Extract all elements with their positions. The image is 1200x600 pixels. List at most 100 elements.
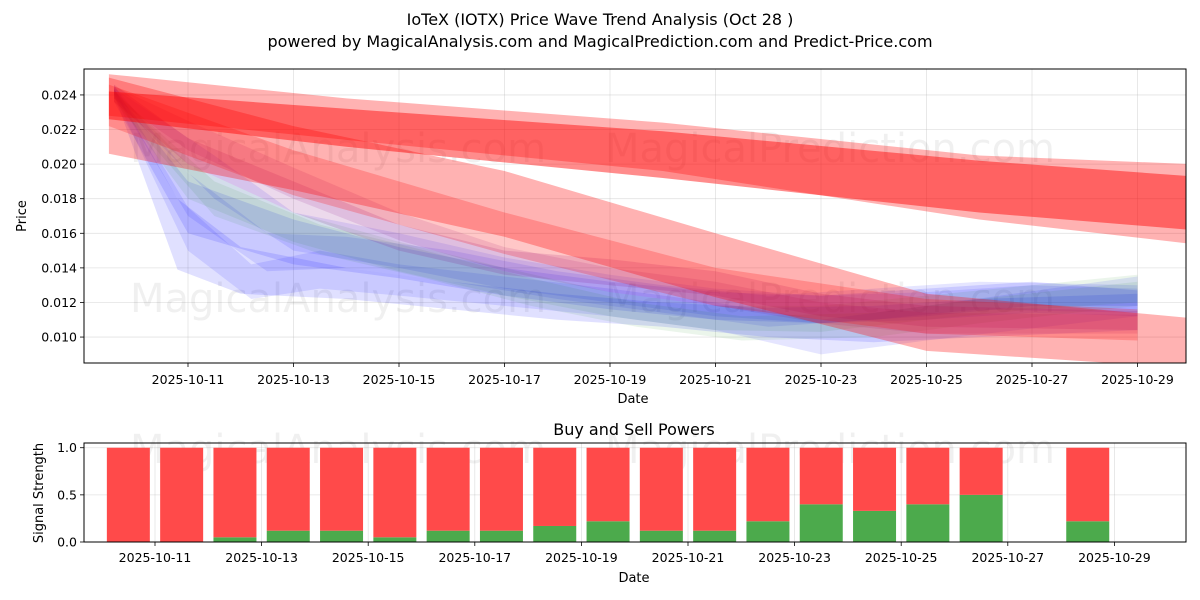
purple-band-1 [114, 84, 1138, 331]
price-y-tick-label: 0.014 [41, 260, 77, 275]
sell-bar [693, 447, 737, 531]
chart-subtitle: powered by MagicalAnalysis.com and Magic… [267, 32, 932, 51]
signal-x-tick-label: 2025-10-29 [1078, 550, 1151, 565]
sell-bar [1066, 447, 1110, 522]
buy-bar [639, 530, 683, 542]
blue-band-4 [114, 88, 1138, 324]
signal-x-tick-label: 2025-10-23 [758, 550, 831, 565]
price-y-tick-label: 0.022 [41, 122, 77, 137]
buy-bar [799, 504, 843, 542]
price-x-tick-label: 2025-10-11 [152, 372, 225, 387]
signal-x-tick-label: 2025-10-17 [438, 550, 511, 565]
sell-bar [373, 447, 417, 538]
signal-x-ticks: 2025-10-11 2025-10-13 2025-10-15 2025-10-17… [119, 542, 1151, 565]
signal-x-tick-label: 2025-10-11 [119, 550, 192, 565]
signal-title: Buy and Sell Powers [553, 420, 715, 439]
price-y-tick-label: 0.012 [41, 295, 77, 310]
red-band-lower-mid [108, 84, 1138, 341]
signal-x-tick-label: 2025-10-25 [865, 550, 938, 565]
price-x-label: Date [617, 392, 648, 407]
buy-bar [1066, 521, 1110, 542]
buy-bar [426, 530, 470, 542]
signal-plot: Buy and Sell Powers MagicalAnalysis.com … [32, 420, 1187, 586]
buy-bar [586, 521, 630, 542]
chart-title: IoTeX (IOTX) Price Wave Trend Analysis (… [407, 10, 794, 29]
price-grid [84, 69, 1186, 363]
watermark-analysis-top: MagicalAnalysis.com [130, 126, 546, 172]
signal-y-tick-label: 0.5 [57, 487, 77, 502]
sell-bar [639, 447, 683, 531]
price-y-ticks: 0.010 0.012 0.014 0.016 0.018 0.020 0.022 0.024 [41, 87, 84, 345]
blue-band-1 [114, 88, 1138, 343]
sell-bar [426, 447, 470, 531]
sell-bar [160, 447, 204, 542]
signal-x-tick-label: 2025-10-13 [225, 550, 298, 565]
sell-bar [266, 447, 310, 531]
green-band-1 [114, 89, 1138, 332]
price-x-tick-label: 2025-10-23 [785, 372, 858, 387]
purple-band-2 [114, 86, 1138, 334]
watermark-prediction-mid: MagicalPrediction.com [605, 276, 1055, 322]
price-y-label: Price [15, 200, 30, 232]
signal-x-tick-label: 2025-10-27 [971, 550, 1044, 565]
sell-bar [213, 447, 257, 538]
sell-bar [906, 447, 950, 505]
blue-band-2 [114, 84, 1138, 355]
sell-bar [533, 447, 577, 526]
signal-x-tick-label: 2025-10-19 [545, 550, 618, 565]
price-plot: MagicalAnalysis.com MagicalPrediction.co… [15, 68, 1187, 407]
buy-bar [906, 504, 950, 542]
buy-bar [693, 530, 737, 542]
price-watermarks: MagicalAnalysis.com MagicalPrediction.co… [130, 126, 1055, 322]
sell-bar [106, 447, 150, 542]
buy-bar [853, 510, 897, 542]
price-y-tick-label: 0.024 [41, 87, 77, 102]
price-x-tick-label: 2025-10-19 [574, 372, 647, 387]
price-x-ticks: 2025-10-11 2025-10-13 2025-10-15 2025-10-17… [152, 363, 1174, 387]
price-x-tick-label: 2025-10-21 [679, 372, 752, 387]
price-x-tick-label: 2025-10-27 [996, 372, 1069, 387]
price-x-tick-label: 2025-10-13 [257, 372, 330, 387]
price-y-tick-label: 0.010 [41, 330, 77, 345]
sell-bar [959, 447, 1003, 495]
signal-x-tick-label: 2025-10-15 [332, 550, 405, 565]
buy-bar [373, 537, 417, 542]
sell-bar [320, 447, 364, 531]
price-x-tick-label: 2025-10-25 [890, 372, 963, 387]
red-band-lower-long [108, 77, 1186, 363]
buy-bar [746, 521, 790, 542]
sell-bar [586, 447, 630, 522]
price-x-tick-label: 2025-10-29 [1101, 372, 1174, 387]
signal-plot-frame [83, 442, 1187, 543]
blue-band-3 [114, 86, 1138, 327]
red-band-upper-core [108, 91, 1186, 230]
blue-band-5 [114, 89, 1138, 324]
buy-bar [533, 525, 577, 542]
buy-bar [959, 494, 1003, 542]
signal-x-tick-label: 2025-10-21 [652, 550, 725, 565]
price-plot-frame [83, 68, 1187, 364]
watermark-analysis-mid: MagicalAnalysis.com [130, 276, 546, 322]
buy-bar [320, 530, 364, 542]
signal-y-tick-label: 1.0 [57, 440, 77, 455]
signal-y-tick-label: 0.0 [57, 535, 77, 550]
price-y-tick-label: 0.020 [41, 157, 77, 172]
sell-bar [479, 447, 523, 531]
price-y-tick-label: 0.018 [41, 191, 77, 206]
green-band-2 [114, 91, 1138, 341]
price-x-tick-label: 2025-10-15 [363, 372, 436, 387]
buy-bar [213, 537, 257, 542]
price-plot-background [84, 69, 1186, 363]
signal-x-label: Date [618, 571, 649, 586]
signal-bars [106, 447, 1110, 542]
sell-bar [799, 447, 843, 505]
sell-bar [746, 447, 790, 522]
buy-bar [479, 530, 523, 542]
signal-y-label: Signal Strength [32, 443, 47, 543]
red-band-upper-long [108, 74, 1186, 244]
buy-bar [266, 530, 310, 542]
price-x-tick-label: 2025-10-17 [468, 372, 541, 387]
sell-bar [853, 447, 897, 511]
price-y-tick-label: 0.016 [41, 226, 77, 241]
